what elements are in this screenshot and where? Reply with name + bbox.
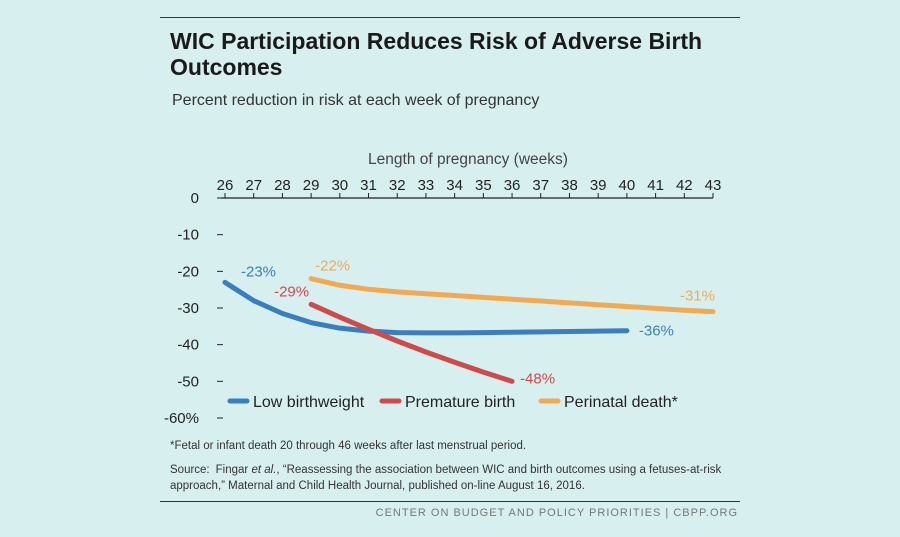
x-tick-label: 30 xyxy=(331,177,348,194)
data-label-start: -23% xyxy=(241,263,276,280)
y-tick-label: -20 xyxy=(177,263,199,280)
series-layer: -23% -36% -29% -48% -22% -31% xyxy=(222,258,716,387)
x-tick-label: 36 xyxy=(504,177,521,194)
legend-label: Premature birth xyxy=(405,394,515,411)
x-tick-label: 35 xyxy=(475,177,492,194)
x-tick-label: 43 xyxy=(705,177,722,194)
x-tick-label: 42 xyxy=(676,177,693,194)
x-tick-label: 26 xyxy=(217,177,234,194)
source-citation: , “Reassessing the association between W… xyxy=(170,464,722,492)
source-author: Fingar xyxy=(215,464,249,476)
legend-label: Low birthweight xyxy=(253,394,365,411)
bottom-rule xyxy=(160,501,740,502)
legend-label: Perinatal death* xyxy=(564,394,678,411)
x-axis: 26 27 28 29 30 31 32 33 34 35 36 37 38 39 40 41 42 43 xyxy=(217,177,722,199)
chart-subtitle: Percent reduction in risk at each week o… xyxy=(172,92,540,109)
source-et-al: et al. xyxy=(251,464,277,476)
branding: CENTER ON BUDGET AND POLICY PRIORITIES |… xyxy=(375,507,738,519)
y-tick-label: -50 xyxy=(177,373,199,390)
series-line xyxy=(308,276,716,315)
footnote: *Fetal or infant death 20 through 46 wee… xyxy=(170,440,527,452)
x-tick-label: 38 xyxy=(561,177,578,194)
series-line xyxy=(308,301,515,384)
data-label-end: -31% xyxy=(680,288,715,305)
x-axis-label: Length of pregnancy (weeks) xyxy=(368,151,568,168)
x-tick-label: 31 xyxy=(360,177,377,194)
y-tick-label: -60% xyxy=(164,410,199,427)
x-tick-label: 34 xyxy=(446,177,463,194)
x-tick-label: 29 xyxy=(303,177,320,194)
x-tick-label: 33 xyxy=(418,177,435,194)
legend: Low birthweight Premature birth Perinatal … xyxy=(227,394,678,411)
data-label-end: -36% xyxy=(639,323,674,340)
y-axis: 0 -10 -20 -30 -40 -50 -60% xyxy=(164,190,223,427)
x-tick-label: 39 xyxy=(590,177,607,194)
y-tick-label: -10 xyxy=(177,227,199,244)
x-tick-label: 37 xyxy=(532,177,549,194)
x-tick-label: 41 xyxy=(647,177,664,194)
x-tick-label: 27 xyxy=(245,177,262,194)
data-label-start: -29% xyxy=(274,283,309,300)
series-line xyxy=(222,279,630,336)
x-tick-label: 40 xyxy=(619,177,636,194)
x-tick-label: 28 xyxy=(274,177,291,194)
y-tick-label: -40 xyxy=(177,337,199,354)
chart-title: WIC Participation Reduces Risk of Advers… xyxy=(170,28,703,80)
y-tick-label: 0 xyxy=(191,190,199,207)
top-rule xyxy=(160,17,740,18)
data-label-end: -48% xyxy=(520,370,555,387)
source-prefix: Source: xyxy=(170,464,210,476)
x-tick-label: 32 xyxy=(389,177,406,194)
y-tick-label: -30 xyxy=(177,300,199,317)
source-note: Source: Fingar et al., “Reassessing the a… xyxy=(170,462,735,494)
data-label-start: -22% xyxy=(315,258,350,275)
